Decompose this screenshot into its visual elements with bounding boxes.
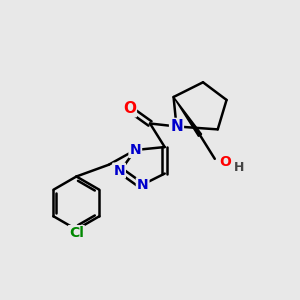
- Text: Cl: Cl: [69, 226, 84, 240]
- Text: O: O: [123, 101, 136, 116]
- Text: N: N: [137, 178, 148, 192]
- Text: N: N: [130, 143, 141, 157]
- Text: N: N: [113, 164, 125, 178]
- Text: H: H: [234, 160, 244, 174]
- Polygon shape: [174, 97, 202, 136]
- Text: O: O: [219, 155, 231, 169]
- Text: N: N: [170, 119, 183, 134]
